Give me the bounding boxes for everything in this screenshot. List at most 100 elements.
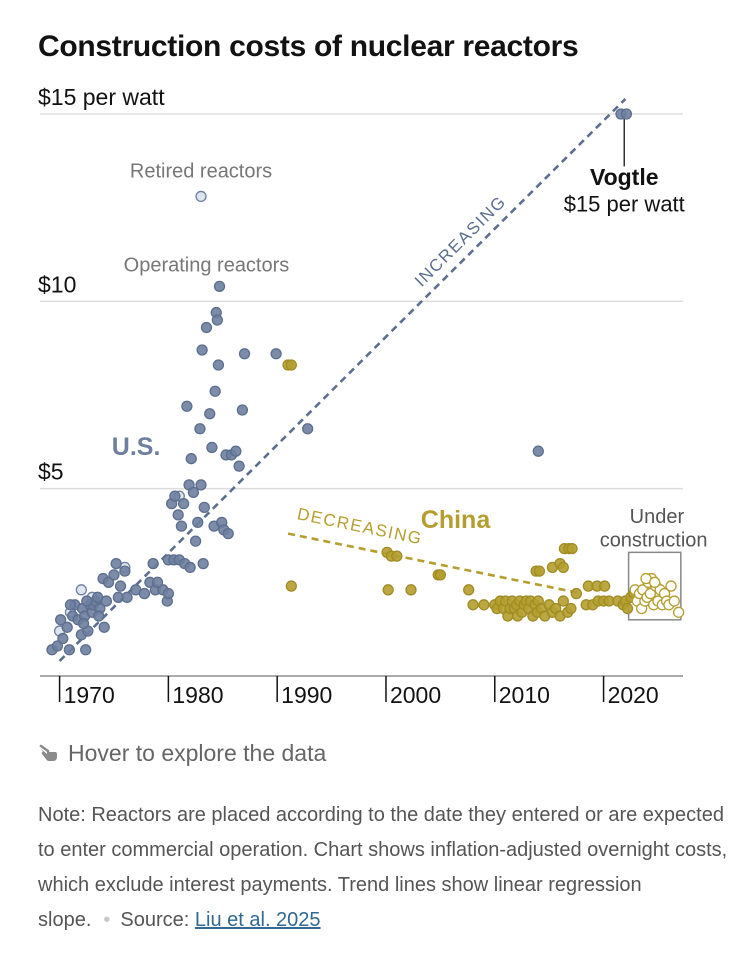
x-tick-label: 2000 — [390, 682, 441, 708]
data-point[interactable] — [80, 644, 92, 656]
data-point[interactable] — [192, 516, 204, 529]
data-point[interactable] — [467, 599, 479, 611]
data-point[interactable] — [102, 576, 115, 588]
data-point[interactable] — [478, 599, 490, 611]
data-point[interactable] — [230, 445, 242, 457]
data-point[interactable] — [222, 527, 234, 540]
data-point[interactable] — [621, 602, 634, 615]
trend-lines — [58, 98, 627, 662]
data-point[interactable] — [570, 587, 583, 600]
source-label: Source: — [120, 909, 190, 931]
data-point[interactable] — [668, 595, 680, 607]
data-point[interactable] — [238, 348, 251, 360]
data-point[interactable] — [119, 565, 131, 577]
data-point[interactable] — [672, 606, 685, 618]
data-point[interactable] — [649, 576, 661, 588]
hover-hint: Hover to explore the data — [38, 740, 326, 767]
data-point[interactable] — [197, 557, 209, 570]
data-point[interactable] — [175, 520, 188, 532]
data-point[interactable] — [108, 569, 120, 581]
data-point[interactable] — [114, 580, 127, 592]
source-link[interactable]: Liu et al. 2025 — [194, 909, 321, 931]
data-point[interactable] — [212, 359, 225, 371]
data-point[interactable] — [81, 595, 93, 607]
data-point[interactable] — [110, 557, 122, 570]
x-tick-label: 1970 — [64, 682, 115, 708]
data-point[interactable] — [195, 190, 207, 203]
data-point[interactable] — [644, 587, 657, 600]
data-point[interactable] — [566, 542, 578, 555]
data-point[interactable] — [665, 580, 677, 592]
note-text: Note: Reactors are placed according to t… — [38, 804, 728, 931]
separator-dot: • — [103, 909, 111, 931]
data-point[interactable] — [100, 595, 113, 607]
data-point[interactable] — [61, 621, 73, 633]
data-point[interactable] — [75, 584, 87, 596]
data-point[interactable] — [557, 595, 569, 607]
us-trend-line — [58, 98, 627, 662]
data-point[interactable] — [187, 486, 200, 499]
data-point[interactable] — [64, 599, 77, 611]
data-point[interactable] — [391, 550, 403, 562]
data-point[interactable] — [184, 561, 196, 573]
data-points[interactable] — [46, 108, 685, 656]
under-construction-label-line2: construction — [600, 530, 708, 552]
data-point[interactable] — [185, 453, 197, 465]
data-point[interactable] — [532, 445, 544, 457]
data-point[interactable] — [138, 587, 151, 600]
data-point[interactable] — [55, 614, 67, 626]
data-point[interactable] — [57, 632, 69, 645]
data-point[interactable] — [51, 640, 64, 652]
data-point[interactable] — [206, 441, 218, 454]
data-point[interactable] — [463, 584, 475, 596]
data-point[interactable] — [169, 490, 181, 502]
data-point[interactable] — [162, 587, 175, 600]
data-point[interactable] — [533, 565, 546, 577]
y-tick-label: $15 per watt — [38, 84, 165, 110]
us-label: U.S. — [112, 433, 161, 461]
data-point[interactable] — [195, 479, 207, 491]
data-point[interactable] — [200, 321, 213, 334]
data-point[interactable] — [172, 509, 184, 521]
data-point[interactable] — [194, 423, 206, 435]
data-point[interactable] — [93, 610, 105, 622]
data-point[interactable] — [405, 584, 417, 596]
data-point[interactable] — [63, 644, 76, 656]
x-tick-label: 2010 — [499, 682, 550, 708]
y-tick-label: $10 — [38, 271, 76, 297]
data-point[interactable] — [196, 344, 208, 356]
data-point[interactable] — [181, 400, 193, 412]
data-point[interactable] — [189, 535, 202, 547]
data-point[interactable] — [382, 584, 394, 596]
data-point[interactable] — [301, 423, 314, 435]
data-point[interactable] — [620, 108, 633, 120]
data-point[interactable] — [198, 501, 210, 514]
chart-labels: $15 per watt $10 $5 Retired reactors Operati… — [38, 84, 708, 552]
data-point[interactable] — [270, 348, 282, 360]
data-point[interactable] — [565, 602, 577, 615]
scatter-chart[interactable]: $15 per watt $10 $5 Retired reactors Operati… — [0, 0, 756, 720]
data-point[interactable] — [233, 460, 245, 472]
chart-title: Construction costs of nuclear reactors — [38, 30, 579, 63]
data-point[interactable] — [285, 359, 297, 371]
chart-note: Note: Reactors are placed according to t… — [38, 798, 728, 938]
data-point[interactable] — [151, 576, 164, 588]
data-point[interactable] — [209, 385, 221, 397]
data-point[interactable] — [77, 617, 90, 630]
data-point[interactable] — [147, 557, 159, 570]
data-point[interactable] — [557, 561, 569, 573]
data-point[interactable] — [599, 580, 611, 592]
data-point[interactable] — [211, 314, 223, 326]
china-label: China — [421, 506, 492, 534]
data-point[interactable] — [121, 591, 133, 603]
data-point[interactable] — [434, 569, 447, 581]
data-point[interactable] — [236, 404, 249, 416]
decreasing-label: DECREASING — [296, 504, 425, 548]
data-point[interactable] — [213, 280, 226, 292]
x-axis: 1970 1980 1990 2000 2010 2020 — [40, 675, 683, 708]
data-point[interactable] — [177, 497, 190, 510]
data-point[interactable] — [285, 580, 297, 592]
under-construction-box — [627, 551, 682, 621]
data-point[interactable] — [98, 621, 110, 633]
data-point[interactable] — [204, 408, 216, 420]
